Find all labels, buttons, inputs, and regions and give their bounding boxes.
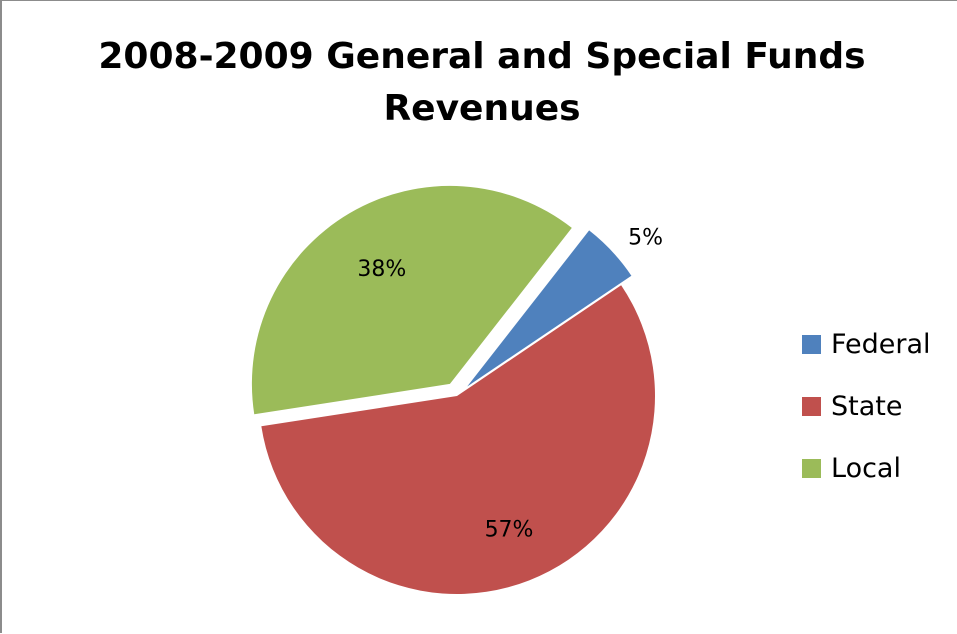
legend-swatch-federal <box>802 334 821 354</box>
legend-item-federal: Federal <box>802 313 931 375</box>
data-label-federal: 5% <box>628 225 663 250</box>
legend-swatch-state <box>802 396 821 416</box>
legend-swatch-local <box>802 458 821 478</box>
legend-label-state: State <box>831 390 903 422</box>
pie-slice-state <box>261 285 655 595</box>
legend-item-state: State <box>802 375 931 437</box>
chart-title: 2008-2009 General and Special Funds Reve… <box>98 36 866 129</box>
legend-item-local: Local <box>802 437 931 499</box>
data-label-state: 57% <box>485 518 534 543</box>
pie-slice-local <box>251 185 572 415</box>
pie-slice-federal <box>467 230 632 387</box>
legend: Federal State Local <box>802 313 931 499</box>
legend-label-federal: Federal <box>831 328 931 360</box>
legend-label-local: Local <box>831 452 901 484</box>
data-label-local: 38% <box>357 257 406 282</box>
